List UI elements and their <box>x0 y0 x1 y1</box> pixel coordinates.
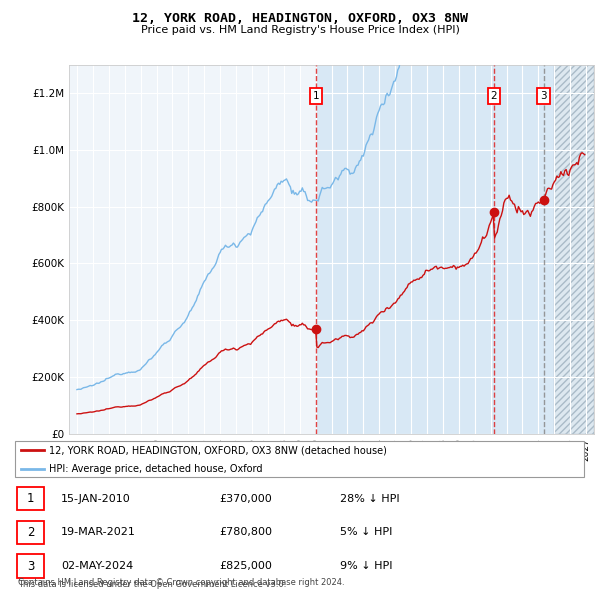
Text: 02-MAY-2024: 02-MAY-2024 <box>61 561 133 571</box>
Text: 9% ↓ HPI: 9% ↓ HPI <box>340 561 393 571</box>
Text: 2: 2 <box>491 91 497 101</box>
Bar <box>316 65 554 434</box>
FancyBboxPatch shape <box>17 555 44 578</box>
Bar <box>554 65 594 434</box>
Text: £825,000: £825,000 <box>220 561 272 571</box>
Text: This data is licensed under the Open Government Licence v3.0.: This data is licensed under the Open Gov… <box>18 580 286 589</box>
FancyBboxPatch shape <box>15 441 584 477</box>
Text: HPI: Average price, detached house, Oxford: HPI: Average price, detached house, Oxfo… <box>49 464 263 474</box>
Text: 19-MAR-2021: 19-MAR-2021 <box>61 527 136 537</box>
Text: 28% ↓ HPI: 28% ↓ HPI <box>340 494 400 504</box>
Text: 15-JAN-2010: 15-JAN-2010 <box>61 494 131 504</box>
Text: 3: 3 <box>27 559 34 572</box>
Text: £780,800: £780,800 <box>220 527 272 537</box>
Text: 1: 1 <box>313 91 320 101</box>
FancyBboxPatch shape <box>17 487 44 510</box>
FancyBboxPatch shape <box>17 521 44 544</box>
Text: Price paid vs. HM Land Registry's House Price Index (HPI): Price paid vs. HM Land Registry's House … <box>140 25 460 35</box>
Text: 12, YORK ROAD, HEADINGTON, OXFORD, OX3 8NW: 12, YORK ROAD, HEADINGTON, OXFORD, OX3 8… <box>132 12 468 25</box>
Text: £370,000: £370,000 <box>220 494 272 504</box>
Text: 12, YORK ROAD, HEADINGTON, OXFORD, OX3 8NW (detached house): 12, YORK ROAD, HEADINGTON, OXFORD, OX3 8… <box>49 445 388 455</box>
Text: 5% ↓ HPI: 5% ↓ HPI <box>340 527 392 537</box>
Text: 2: 2 <box>26 526 34 539</box>
Text: 1: 1 <box>26 492 34 505</box>
Text: 3: 3 <box>540 91 547 101</box>
Text: Contains HM Land Registry data © Crown copyright and database right 2024.: Contains HM Land Registry data © Crown c… <box>18 578 344 587</box>
